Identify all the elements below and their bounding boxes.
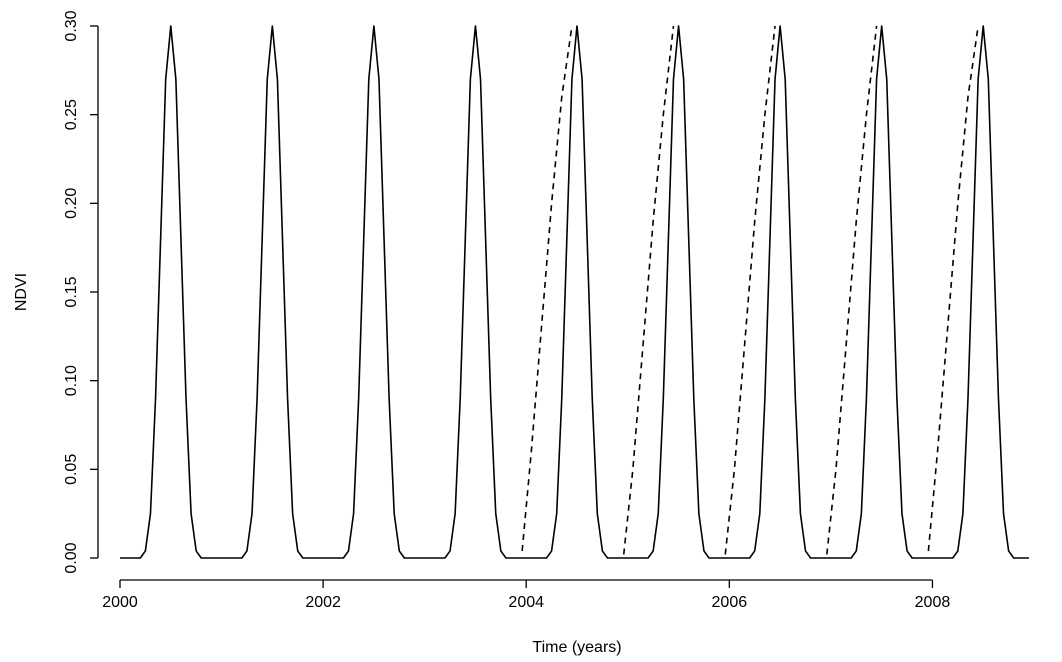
x-tick-label: 2004 [508,594,544,611]
y-tick-label: 0.05 [63,454,80,485]
x-axis-title: Time (years) [532,639,621,656]
dashed-series-line-3 [724,25,776,555]
solid-series-line [120,25,1029,559]
plot-area [120,25,1029,559]
y-tick-label: 0.30 [63,10,80,41]
dashed-series-line-5 [927,25,979,551]
dashed-series-line-2 [622,25,675,555]
x-tick-label: 2000 [102,594,138,611]
y-axis: 0.00 0.05 0.10 0.15 0.20 0.25 0.30 [63,10,99,574]
x-axis: 2000 2002 2004 2006 2008 [102,579,951,611]
y-tick-label: 0.20 [63,188,80,219]
y-tick-label: 0.15 [63,276,80,307]
y-tick-label: 0.10 [63,365,80,396]
x-tick-label: 2008 [915,594,951,611]
y-axis-title: NDVI [13,273,30,311]
x-tick-label: 2006 [712,594,748,611]
dashed-series-line-1 [521,25,573,551]
dashed-series-line-4 [826,25,878,555]
y-tick-label: 0.25 [63,99,80,130]
x-tick-label: 2002 [305,594,341,611]
y-tick-label: 0.00 [63,542,80,573]
